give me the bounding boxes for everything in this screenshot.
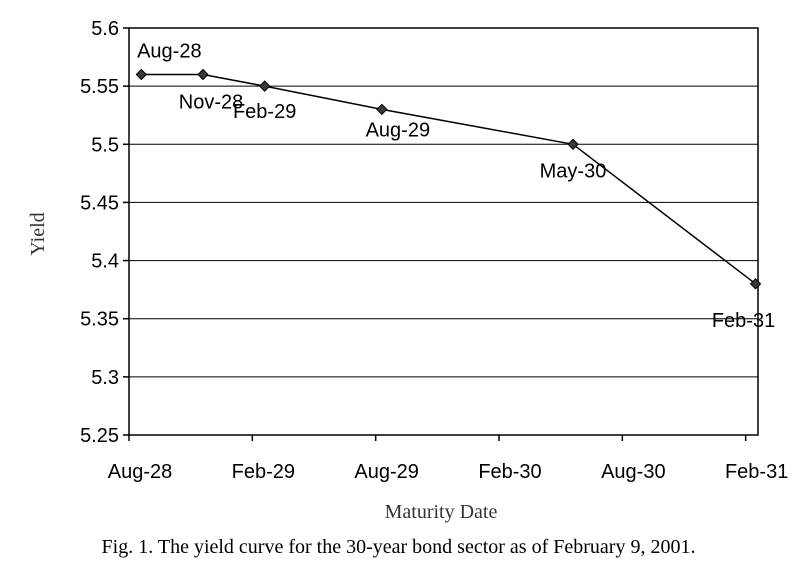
data-point-marker xyxy=(749,278,762,290)
data-point-label: Aug-28 xyxy=(137,41,202,63)
x-axis-ticks: Aug-28 Feb-29 Aug-29 Feb-30 Aug-30 Feb-31 xyxy=(108,435,788,483)
x-tick-label: Aug-29 xyxy=(354,461,419,483)
y-tick-label: 5.25 xyxy=(80,425,119,447)
x-tick-label: Feb-30 xyxy=(478,461,541,483)
y-axis-title: Yield xyxy=(27,212,49,255)
data-point-marker xyxy=(376,103,388,116)
y-tick-label: 5.45 xyxy=(80,192,119,214)
x-tick-label: Aug-28 xyxy=(108,461,173,483)
y-tick-label: 5.55 xyxy=(80,76,119,98)
figure-caption: Fig. 1. The yield curve for the 30-year … xyxy=(101,536,696,558)
y-tick-label: 5.4 xyxy=(91,251,119,273)
data-point-marker xyxy=(135,68,148,81)
data-point-label: May-30 xyxy=(540,160,607,182)
data-point-marker xyxy=(567,138,579,150)
y-tick-label: 5.3 xyxy=(91,367,119,389)
data-point-label: Nov-28 xyxy=(179,92,243,114)
plot-frame xyxy=(128,27,759,436)
series-line xyxy=(141,73,756,285)
data-point-marker xyxy=(197,68,209,81)
x-tick-label: Aug-30 xyxy=(601,461,666,483)
data-point-label: Feb-29 xyxy=(233,101,296,123)
data-point-marker xyxy=(258,80,271,92)
y-tick-label: 5.35 xyxy=(80,309,119,331)
data-point-label: Feb-31 xyxy=(712,310,775,332)
data-points xyxy=(135,68,762,290)
grid-lines xyxy=(129,85,758,378)
x-tick-label: Feb-31 xyxy=(725,461,788,483)
y-tick-label: 5.6 xyxy=(91,18,119,40)
y-tick-label: 5.5 xyxy=(91,134,119,156)
data-point-label: Aug-29 xyxy=(366,119,431,141)
x-axis-title: Maturity Date xyxy=(385,501,498,523)
series-polyline xyxy=(141,73,756,285)
x-tick-label: Feb-29 xyxy=(232,461,295,483)
y-axis-ticks: 5.25 5.3 5.35 5.4 5.45 5.5 5.55 5.6 xyxy=(80,18,129,447)
